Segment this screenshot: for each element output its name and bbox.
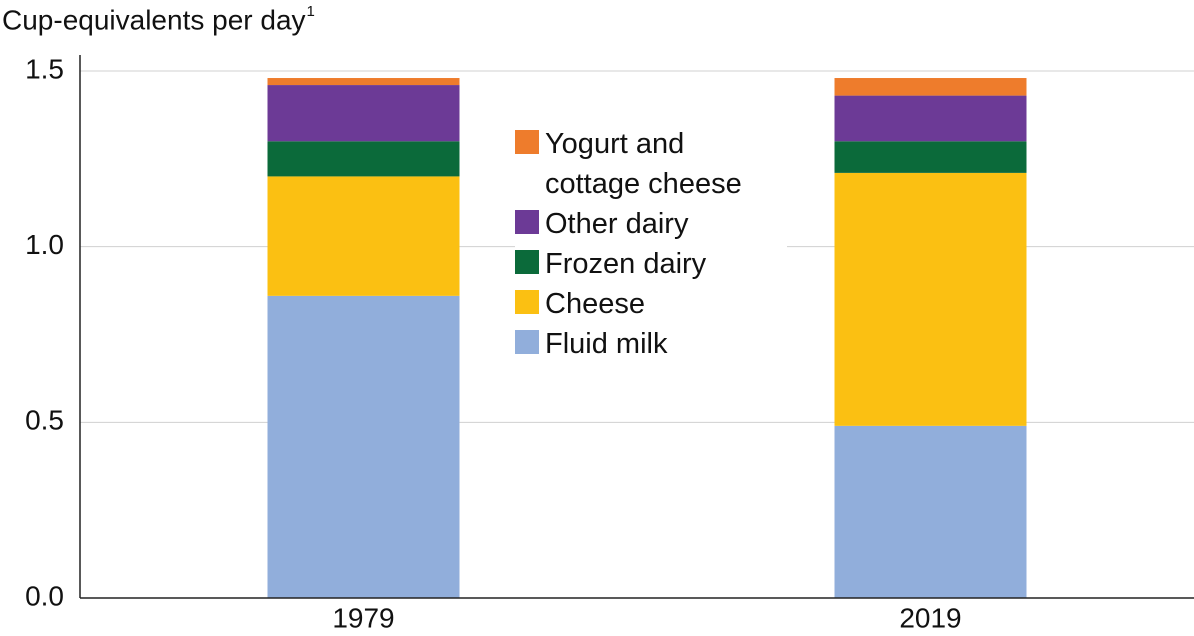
- bar-segment: [834, 78, 1027, 96]
- legend-label: Yogurt and cottage cheese: [545, 128, 742, 200]
- bar-segment: [267, 85, 460, 142]
- legend-label: Other dairy: [545, 208, 689, 240]
- x-tick-label: 2019: [899, 602, 961, 633]
- legend-label: Frozen dairy: [545, 248, 707, 280]
- y-tick-label: 0.0: [25, 580, 64, 611]
- legend-item: Other dairy: [515, 204, 787, 244]
- bar-segment: [267, 295, 460, 598]
- legend-swatch: [515, 130, 539, 154]
- legend-item: Frozen dairy: [515, 244, 787, 284]
- legend-item: Yogurt and cottage cheese: [515, 124, 787, 204]
- bar-segment: [834, 172, 1027, 426]
- legend-item: Cheese: [515, 284, 787, 324]
- title-footnote-mark: 1: [307, 3, 315, 20]
- legend-swatch: [515, 330, 539, 354]
- bar-segment: [267, 141, 460, 177]
- bar-segment: [834, 425, 1027, 598]
- x-tick-label: 1979: [332, 602, 394, 633]
- legend-label: Cheese: [545, 288, 645, 320]
- bar-segment: [267, 78, 460, 86]
- y-tick-label: 0.5: [25, 405, 64, 436]
- legend-item: Fluid milk: [515, 324, 787, 364]
- legend-swatch: [515, 250, 539, 274]
- chart-title: Cup-equivalents per day: [2, 4, 306, 35]
- legend-swatch: [515, 210, 539, 234]
- legend-label: Fluid milk: [545, 328, 668, 360]
- y-tick-label: 1.0: [25, 229, 64, 260]
- bar-segment: [834, 141, 1027, 173]
- legend-swatch: [515, 290, 539, 314]
- bar-segment: [834, 95, 1027, 142]
- legend: Yogurt and cottage cheese Other dairy Froz…: [515, 122, 787, 366]
- y-tick-label: 1.5: [25, 53, 64, 84]
- bar-segment: [267, 176, 460, 296]
